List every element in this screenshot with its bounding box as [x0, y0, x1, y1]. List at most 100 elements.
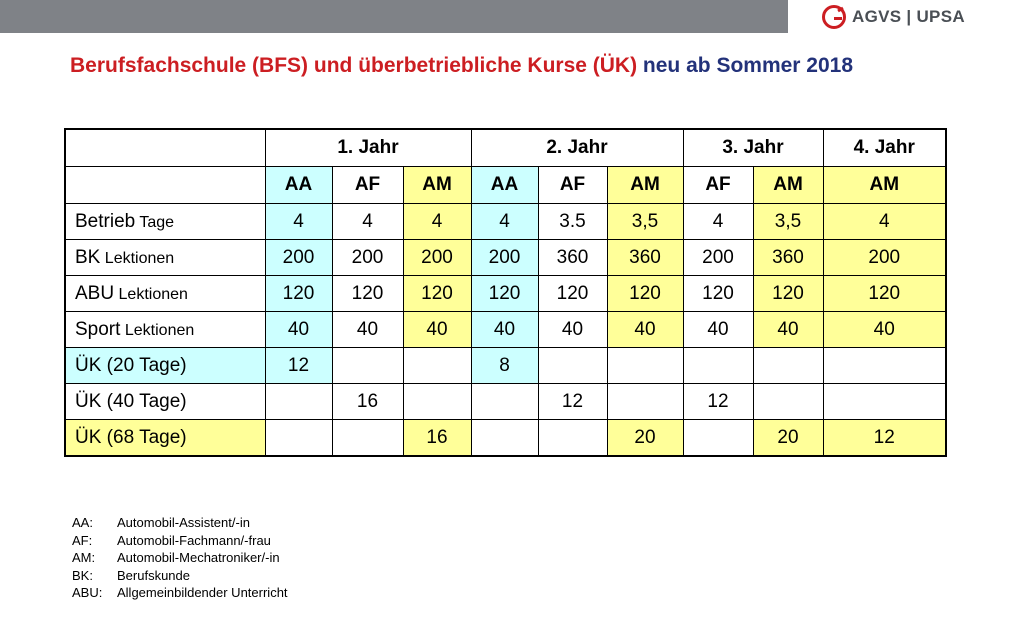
legend-key: ABU:: [72, 585, 103, 600]
row-label: Betrieb Tage: [64, 203, 266, 240]
legend-text: Allgemeinbildender Unterricht: [117, 585, 288, 600]
legend-text: Automobil-Fachmann/-frau: [117, 532, 271, 548]
table-row: ÜK (40 Tage) 16 12 12: [64, 383, 947, 420]
row-label-main: Betrieb: [75, 210, 136, 232]
row-label-main: BK: [75, 246, 101, 268]
table-cell: 200: [822, 239, 947, 276]
row-label-main: Sport: [75, 318, 121, 340]
row-label: ABU Lektionen: [64, 275, 266, 312]
table-cell: 360: [537, 239, 608, 276]
table-cell: [752, 347, 824, 384]
table-cell: [470, 419, 539, 457]
year-header-row: 1. Jahr 2. Jahr 3. Jahr 4. Jahr: [64, 128, 947, 167]
row-label: Sport Lektionen: [64, 311, 266, 348]
profession-header: AF: [331, 166, 404, 204]
profession-header: AM: [752, 166, 824, 204]
table-row: ABU Lektionen 120 120 120 120 120 120 12…: [64, 275, 947, 312]
table-cell: 120: [402, 275, 472, 312]
table-cell: [264, 419, 333, 457]
year-1-header: 1. Jahr: [264, 128, 472, 167]
legend-item: AF: Automobil-Fachmann/-frau: [72, 532, 288, 550]
legend-text: Berufskunde: [117, 567, 190, 583]
table-cell: 120: [537, 275, 608, 312]
row-label-unit: Tage: [135, 213, 175, 231]
table-cell: 3,5: [752, 203, 824, 240]
table-cell: 4: [822, 203, 947, 240]
table-cell: 200: [331, 239, 404, 276]
row-label: ÜK (68 Tage): [64, 419, 266, 457]
table-cell: 20: [606, 419, 684, 457]
table-cell: 40: [537, 311, 608, 348]
table-cell: [470, 383, 539, 420]
table-cell: 120: [752, 275, 824, 312]
table-cell: 120: [682, 275, 754, 312]
table-cell: 4: [682, 203, 754, 240]
table-cell: 120: [822, 275, 947, 312]
table-cell: 4: [264, 203, 333, 240]
header-bar: [0, 0, 788, 33]
legend-key: AF:: [72, 532, 93, 548]
table-cell: [264, 383, 333, 420]
legend-item: AM: Automobil-Mechatroniker/-in: [72, 549, 288, 567]
profession-header-row: AA AF AM AA AF AM AF AM AM: [64, 166, 947, 204]
table-cell: 200: [682, 239, 754, 276]
row-label-main: ABU: [75, 282, 115, 304]
title-part1: Berufsfachschule (BFS) und überbetriebli…: [70, 54, 638, 77]
year-2-header: 2. Jahr: [470, 128, 684, 167]
table-cell: 12: [822, 419, 947, 457]
table-cell: 40: [682, 311, 754, 348]
profession-header: AA: [470, 166, 539, 204]
table-cell: [331, 347, 404, 384]
table-cell: 360: [752, 239, 824, 276]
table-cell: 120: [470, 275, 539, 312]
table-cell: 20: [752, 419, 824, 457]
page-title: Berufsfachschule (BFS) und überbetriebli…: [70, 51, 950, 81]
table-row: ÜK (68 Tage) 16 20 20 12: [64, 419, 947, 457]
table-cell: 12: [264, 347, 333, 384]
title-part2: neu ab Sommer 2018: [637, 54, 854, 77]
table-cell: 200: [470, 239, 539, 276]
legend-key: AM:: [72, 550, 96, 565]
table-cell: 360: [606, 239, 684, 276]
table-cell: [682, 419, 754, 457]
table-cell: [537, 347, 608, 384]
table-cell: 3.5: [537, 203, 608, 240]
table-cell: [402, 383, 472, 420]
row-label-unit: Lektionen: [114, 285, 188, 303]
table-cell: [606, 347, 684, 384]
table-row: ÜK (20 Tage) 12 8: [64, 347, 947, 384]
agvs-logo: AGVS | UPSA: [822, 4, 965, 30]
table-cell: 16: [402, 419, 472, 457]
table-cell: 40: [470, 311, 539, 348]
row-label-main: ÜK (40 Tage): [75, 390, 187, 412]
table-row: BK Lektionen 200 200 200 200 360 360 200…: [64, 239, 947, 276]
legend-key: BK:: [72, 567, 93, 583]
table-cell: 200: [264, 239, 333, 276]
row-label-main: ÜK (20 Tage): [75, 354, 187, 376]
table-cell: [682, 347, 754, 384]
legend-text: Automobil-Assistent/-in: [117, 515, 250, 530]
profession-header: AF: [537, 166, 608, 204]
table-cell: 8: [470, 347, 539, 384]
profession-header: AA: [264, 166, 333, 204]
table-row: Sport Lektionen 40 40 40 40 40 40 40 40 …: [64, 311, 947, 348]
table-cell: [402, 347, 472, 384]
legend-key: AA:: [72, 515, 93, 530]
profession-header: AM: [822, 166, 947, 204]
table-cell: 40: [264, 311, 333, 348]
row-label: BK Lektionen: [64, 239, 266, 276]
legend-item: BK: Berufskunde: [72, 567, 288, 585]
table-cell: 40: [822, 311, 947, 348]
schedule-table: 1. Jahr 2. Jahr 3. Jahr 4. Jahr AA AF AM…: [64, 128, 947, 457]
table-cell: 4: [331, 203, 404, 240]
legend-item: AA: Automobil-Assistent/-in: [72, 514, 288, 532]
row-label: ÜK (40 Tage): [64, 383, 266, 420]
table-cell: 12: [682, 383, 754, 420]
table-cell: 4: [470, 203, 539, 240]
profession-header: AM: [402, 166, 472, 204]
row-label-main: ÜK (68 Tage): [75, 426, 187, 448]
legend-item: ABU: Allgemeinbildender Unterricht: [72, 584, 288, 602]
table-cell: 16: [331, 383, 404, 420]
year-3-header: 3. Jahr: [682, 128, 824, 167]
row-label-unit: Lektionen: [120, 321, 195, 339]
